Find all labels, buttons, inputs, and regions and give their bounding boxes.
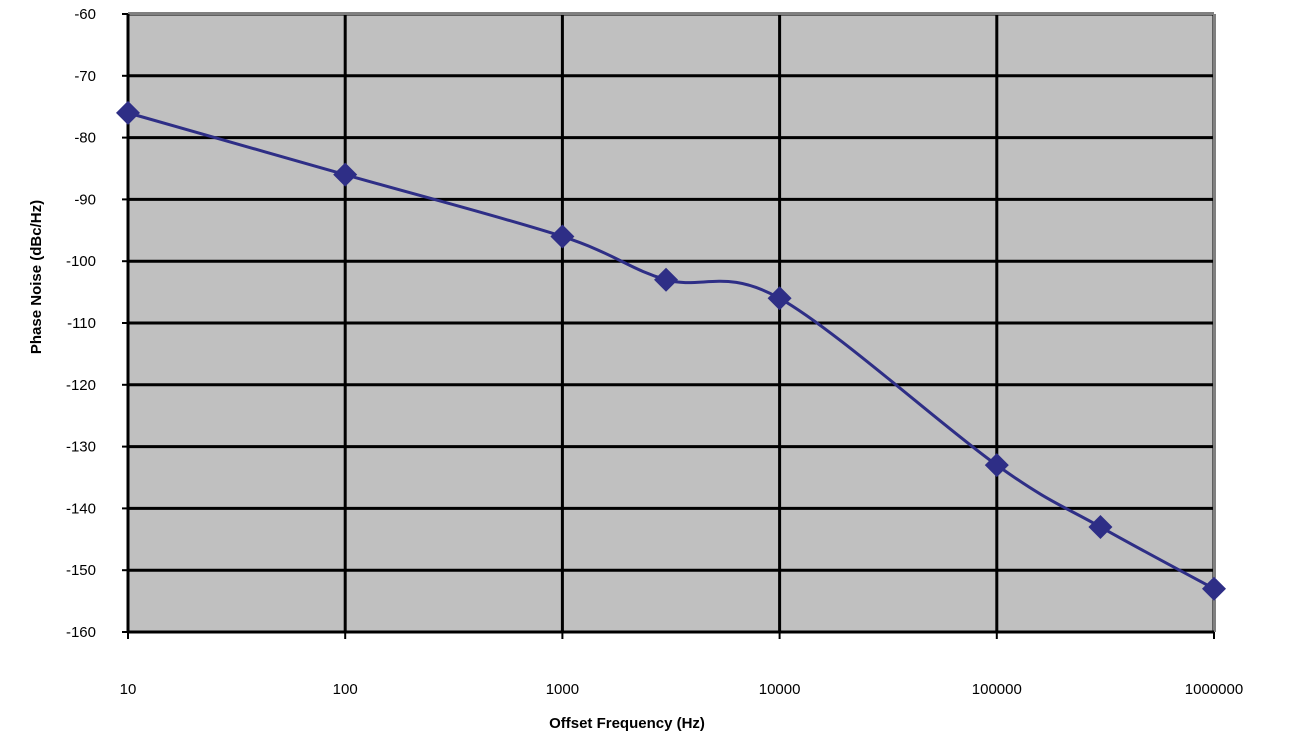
x-tick-labels: 10 100 1000 10000 100000 1000000 (120, 681, 1244, 698)
x-tick-label: 10000 (759, 681, 801, 698)
y-tick-label: -160 (66, 624, 96, 641)
plot-frame (128, 13, 1215, 632)
data-point-marker (984, 453, 1009, 478)
data-point-marker (333, 162, 358, 187)
y-tick-label: -120 (66, 377, 96, 394)
x-tick-label: 100000 (972, 681, 1022, 698)
x-tick-label: 1000000 (1185, 681, 1243, 698)
y-tick-label: -110 (67, 315, 96, 332)
y-tick-label: -140 (66, 500, 96, 517)
data-point-marker (1088, 514, 1113, 539)
y-axis-title: Phase Noise (dBc/Hz) (28, 200, 45, 354)
x-tick-label: 1000 (546, 681, 579, 698)
y-tick-labels: -60 -70 -80 -90 -100 -110 -120 -130 -140 -150 -160 (66, 6, 96, 641)
y-tick-label: -80 (74, 130, 96, 147)
y-tick-label: -130 (66, 439, 96, 456)
data-point-marker (767, 286, 792, 311)
data-point-marker (116, 100, 140, 125)
data-point-marker (654, 267, 679, 292)
data-point-marker (1202, 576, 1226, 601)
y-tick-label: -100 (66, 253, 96, 270)
series-markers (116, 100, 1226, 601)
y-tick-label: -70 (74, 68, 96, 85)
y-tick-label: -150 (66, 562, 96, 579)
y-tick-label: -90 (74, 191, 96, 208)
x-tick-label: 100 (333, 681, 358, 698)
data-point-marker (550, 224, 575, 249)
y-tick-label: -60 (74, 6, 96, 23)
x-axis-title: Offset Frequency (Hz) (549, 715, 705, 732)
x-tick-label: 10 (120, 681, 137, 698)
